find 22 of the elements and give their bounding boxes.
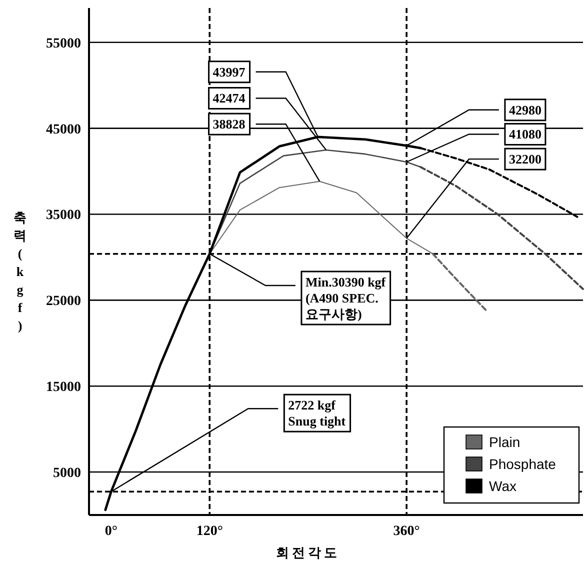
annotation: 38828	[212, 116, 246, 132]
y-tick-label: 5000	[53, 466, 81, 482]
annotation: 42474	[212, 90, 246, 106]
x-tick-label: 360°	[393, 524, 420, 539]
annotation: 42980	[508, 102, 542, 118]
legend-label: Wax	[489, 478, 516, 494]
y-tick-label: 25000	[46, 294, 81, 310]
x-tick-label: 0°	[104, 524, 118, 539]
annotation: 41080	[508, 126, 542, 142]
annotation: Min.30390 kgf (A490 SPEC. 요구사항)	[305, 274, 386, 322]
legend-label: Plain	[489, 434, 520, 450]
y-axis-title: 축력(kgf)	[14, 210, 26, 333]
legend-label: Phosphate	[489, 456, 556, 472]
y-tick-label: 55000	[46, 36, 81, 52]
annotation: 2722 kgf Snug tight	[288, 398, 346, 429]
x-tick-label: 120°	[196, 524, 223, 539]
y-tick-label: 15000	[46, 380, 81, 396]
y-tick-label: 45000	[46, 122, 81, 138]
y-tick-label: 35000	[46, 208, 81, 224]
annotation: 32200	[508, 152, 542, 167]
annotation: 43997	[212, 64, 246, 80]
x-axis-title: 회전각도	[276, 545, 340, 560]
